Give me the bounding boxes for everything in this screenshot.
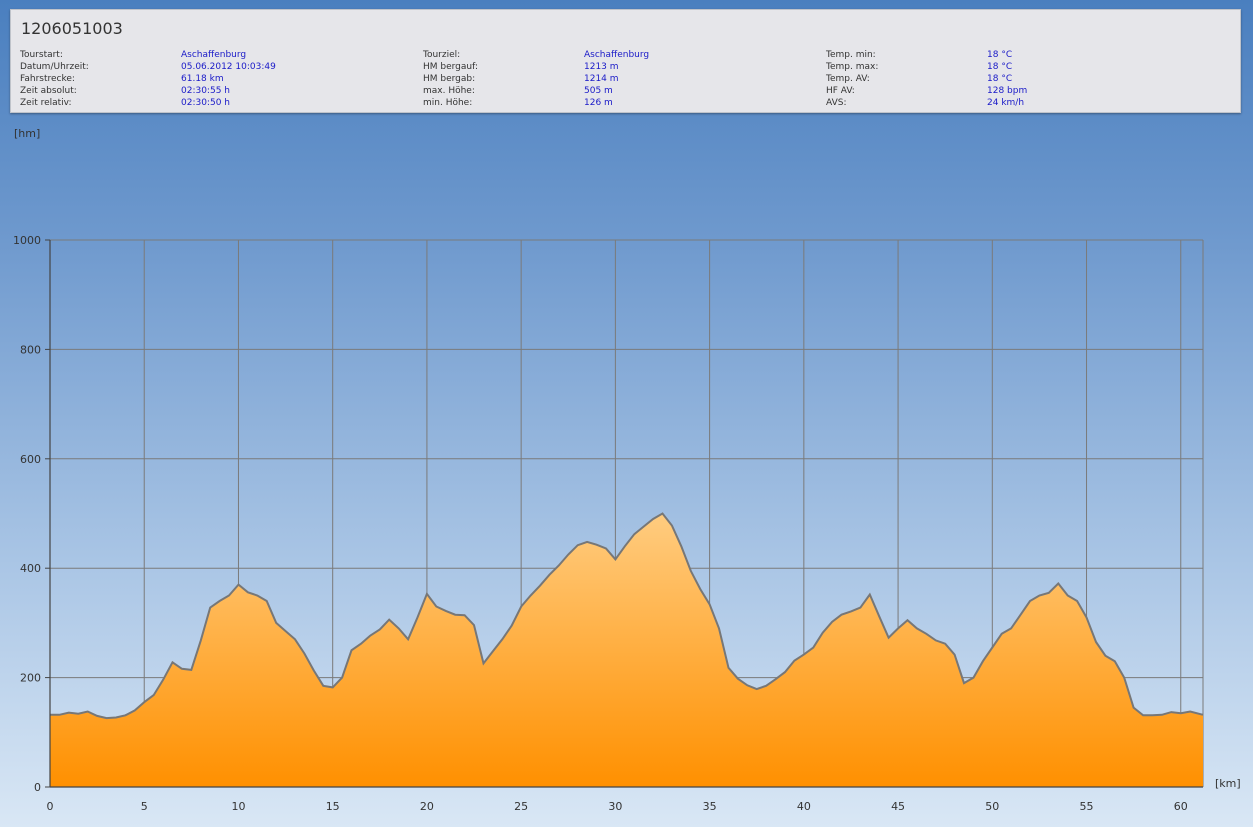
info-label: AVS:: [826, 98, 847, 108]
info-value: 05.06.2012 10:03:49: [181, 62, 276, 72]
info-value: 24 km/h: [987, 98, 1025, 108]
info-label: Temp. min:: [826, 50, 876, 60]
info-label: Temp. max:: [826, 62, 879, 72]
info-label: HM bergauf:: [423, 62, 478, 72]
axes: 0 5 10 15 20 25 30 35 40 45 50 55 600200400600800100…: [13, 234, 1203, 813]
info-label: Fahrstrecke:: [20, 74, 75, 84]
y-tick-label: 0: [34, 781, 41, 794]
info-value: 505 m: [584, 86, 613, 96]
y-tick-label: 1000: [13, 234, 41, 247]
x-tick-label: 15: [326, 800, 340, 813]
info-value: 61.18 km: [181, 74, 224, 84]
info-label: Zeit relativ:: [20, 98, 72, 108]
info-label: Tourstart:: [20, 50, 63, 60]
info-value: 128 bpm: [987, 86, 1028, 96]
x-tick-label: 5: [141, 800, 148, 813]
y-tick-label: 400: [20, 562, 41, 575]
info-label: Zeit absolut:: [20, 86, 77, 96]
x-tick-label: 30: [608, 800, 622, 813]
y-tick-label: 600: [20, 453, 41, 466]
elevation-area: [50, 513, 1203, 787]
info-label: HM bergab:: [423, 74, 476, 84]
y-tick-label: 200: [20, 672, 41, 685]
x-tick-label: 0: [47, 800, 54, 813]
info-label: max. Höhe:: [423, 86, 475, 96]
info-label: Tourziel:: [423, 50, 461, 60]
x-tick-label: 25: [514, 800, 528, 813]
info-value: 18 °C: [987, 74, 1013, 84]
info-value: 02:30:55 h: [181, 86, 230, 96]
x-tick-label: 60: [1174, 800, 1188, 813]
x-tick-label: 20: [420, 800, 434, 813]
x-tick-label: 10: [231, 800, 245, 813]
y-tick-label: 800: [20, 343, 41, 356]
info-value: Aschaffenburg: [584, 50, 650, 60]
info-value: 1213 m: [584, 62, 619, 72]
y-axis-unit-label: [hm]: [14, 127, 40, 140]
info-value: 18 °C: [987, 62, 1013, 72]
info-value: 18 °C: [987, 50, 1013, 60]
info-label: Datum/Uhrzeit:: [20, 62, 89, 72]
x-tick-label: 35: [703, 800, 717, 813]
info-value: 126 m: [584, 98, 613, 108]
info-value: Aschaffenburg: [181, 50, 247, 60]
x-tick-label: 50: [985, 800, 999, 813]
x-axis-unit-label: [km]: [1215, 777, 1241, 790]
tour-info-panel: 1206051003 Tourstart: Aschaffenburg Datum…: [10, 9, 1241, 113]
x-tick-label: 40: [797, 800, 811, 813]
info-value: 02:30:50 h: [181, 98, 230, 108]
x-tick-label: 55: [1080, 800, 1094, 813]
tour-title: 1206051003: [21, 19, 123, 38]
x-tick-label: 45: [891, 800, 905, 813]
info-label: min. Höhe:: [423, 98, 473, 108]
elevation-line: [50, 512, 1204, 720]
info-value: 1214 m: [584, 74, 619, 84]
info-label: HF AV:: [826, 86, 855, 96]
info-label: Temp. AV:: [826, 74, 870, 84]
